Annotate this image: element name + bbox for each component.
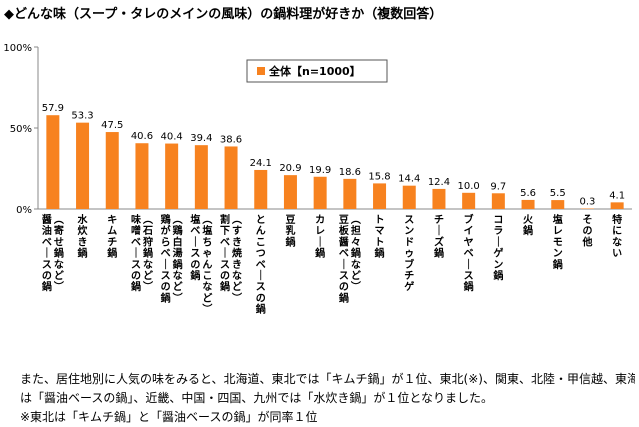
x-tick-label: コラ｜ゲン鍋 <box>493 215 503 282</box>
bar <box>284 175 297 209</box>
x-tick-label: 塩レモン鍋 <box>553 213 563 271</box>
bar <box>611 202 624 209</box>
x-tick-label: チ｜ズ鍋 <box>434 214 444 260</box>
data-label: 10.0 <box>458 181 480 192</box>
y-tick-label: 100% <box>3 43 32 54</box>
data-label: 19.9 <box>309 165 331 176</box>
x-tick-label: 醤油ベ｜スの鍋︵寄せ鍋など︶ <box>42 213 64 293</box>
data-label: 38.6 <box>220 134 242 145</box>
bar <box>254 170 267 209</box>
bar <box>403 186 416 209</box>
bar <box>432 189 445 209</box>
bar <box>135 143 148 209</box>
bar <box>522 200 535 209</box>
bar <box>195 145 208 209</box>
legend-label: 全体【n=1000】 <box>268 64 361 78</box>
data-label: 14.4 <box>398 174 420 185</box>
data-label: 24.1 <box>250 158 272 169</box>
data-label: 5.5 <box>550 188 566 199</box>
x-tick-label: 鶏がらベ｜スの鍋︵鶏白湯鍋など︶ <box>161 213 183 304</box>
data-label: 53.3 <box>71 111 93 122</box>
data-label: 47.5 <box>101 120 123 131</box>
x-tick-label: トマト鍋 <box>375 214 385 260</box>
data-label: 4.1 <box>609 190 625 201</box>
bar <box>76 123 89 209</box>
x-tick-label: 味噌ベ｜スの鍋︵石狩鍋など︶ <box>131 213 153 293</box>
bar <box>551 200 564 209</box>
bar <box>46 115 59 209</box>
data-label: 9.7 <box>490 181 506 192</box>
x-tick-label: ブイヤベ｜ス鍋 <box>464 213 474 293</box>
x-tick-label: 豆板醤ベ｜スの鍋︵担々鍋など︶ <box>339 214 361 304</box>
data-label: 18.6 <box>339 167 361 178</box>
y-tick-label: 0% <box>16 205 32 216</box>
data-label: 0.3 <box>579 197 595 208</box>
data-label: 40.4 <box>161 132 183 143</box>
body-text-line-3: ※東北は「キムチ鍋」と「醤油ベースの鍋」が同率１位 <box>20 408 635 427</box>
bar <box>225 146 238 209</box>
body-text-line-1: また、居住地別に人気の味をみると、北海道、東北では「キムチ鍋」が１位、東北(※)… <box>20 370 635 389</box>
legend-swatch <box>257 67 265 75</box>
x-tick-label: 特にない <box>612 213 622 260</box>
bar <box>343 179 356 209</box>
y-tick-label: 50% <box>10 124 32 135</box>
x-tick-label: 割下ベ｜スの鍋︵すき焼きなど︶ <box>220 213 242 304</box>
bar <box>462 193 475 209</box>
x-tick-label: 豆乳鍋 <box>285 214 295 248</box>
x-tick-label: キムチ鍋 <box>107 214 117 260</box>
body-text-line-2: は「醤油ベースの鍋」、近畿、中国・四国、九州では「水炊き鍋」が１位となりました。 <box>20 389 635 408</box>
data-label: 40.6 <box>131 131 153 142</box>
data-label: 39.4 <box>190 133 212 144</box>
bar-chart: 0% 50% 100% 57.9 醤油ベ｜スの鍋︵寄せ鍋など︶ 53.3 水炊き鍋 47.5… <box>0 0 639 360</box>
data-label: 57.9 <box>42 103 64 114</box>
bar <box>373 183 386 209</box>
bar <box>314 177 327 209</box>
data-label: 12.4 <box>428 177 450 188</box>
x-tick-label: カレ｜鍋 <box>315 214 325 260</box>
data-label: 15.8 <box>368 171 390 182</box>
x-tick-label: 火鍋 <box>523 214 534 237</box>
x-tick-label: 水炊き鍋 <box>77 213 89 260</box>
data-label: 5.6 <box>520 188 536 199</box>
bar <box>492 193 505 209</box>
x-tick-label: その他 <box>581 214 592 248</box>
data-label: 20.9 <box>279 163 301 174</box>
chart-legend: 全体【n=1000】 <box>247 60 387 82</box>
bar <box>165 144 178 209</box>
bar <box>106 132 119 209</box>
x-tick-label: スンドゥブチゲ <box>404 214 414 293</box>
x-tick-label: とんこつベ｜スの鍋 <box>256 214 266 316</box>
x-tick-label: 塩ベ｜スの鍋︵塩ちゃんこなど︶ <box>190 213 212 316</box>
